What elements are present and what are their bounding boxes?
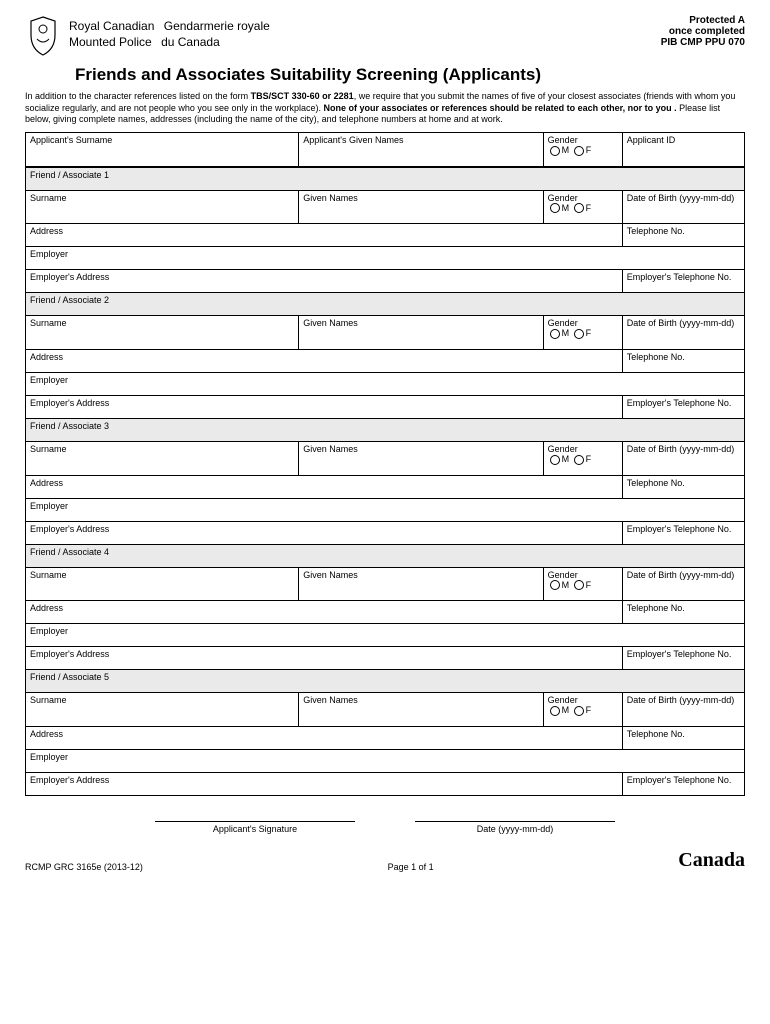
telephone-field-3[interactable]: Telephone No. — [622, 475, 744, 498]
gender-field-4[interactable]: GenderM F — [543, 567, 622, 601]
protected-label: Protected A — [661, 15, 745, 26]
footer: RCMP GRC 3165e (2013-12) Page 1 of 1 Can… — [25, 849, 745, 872]
applicant-surname-field[interactable]: Applicant's Surname — [26, 133, 299, 167]
signature-line[interactable] — [155, 821, 355, 822]
radio-m-icon[interactable] — [550, 329, 560, 339]
associates-table: Friend / Associate 1SurnameGiven NamesGe… — [25, 167, 745, 796]
gender-field-5[interactable]: GenderM F — [543, 693, 622, 727]
radio-f-icon[interactable] — [574, 455, 584, 465]
org-names: Royal Canadian Gendarmerie royale Mounte… — [69, 15, 270, 50]
gender-field-3[interactable]: GenderM F — [543, 441, 622, 475]
section-header-4: Friend / Associate 4 — [26, 544, 745, 567]
surname-field-4[interactable]: Surname — [26, 567, 299, 601]
instructions: In addition to the character references … — [25, 91, 745, 126]
once-completed-label: once completed — [661, 26, 745, 37]
emp-address-field-1[interactable]: Employer's Address — [26, 270, 623, 293]
section-header-1: Friend / Associate 1 — [26, 167, 745, 190]
date-block: Date (yyyy-mm-dd) — [415, 821, 615, 834]
section-header-5: Friend / Associate 5 — [26, 670, 745, 693]
address-field-5[interactable]: Address — [26, 726, 623, 749]
surname-field-3[interactable]: Surname — [26, 441, 299, 475]
emp-address-field-3[interactable]: Employer's Address — [26, 521, 623, 544]
given-field-4[interactable]: Given Names — [299, 567, 543, 601]
dob-field-5[interactable]: Date of Birth (yyyy-mm-dd) — [622, 693, 744, 727]
employer-field-2[interactable]: Employer — [26, 372, 745, 395]
radio-f-icon[interactable] — [574, 146, 584, 156]
org-fr-1: Gendarmerie royale — [164, 19, 270, 35]
radio-f-icon[interactable] — [574, 706, 584, 716]
address-field-3[interactable]: Address — [26, 475, 623, 498]
applicant-table: Applicant's Surname Applicant's Given Na… — [25, 132, 745, 167]
applicant-given-field[interactable]: Applicant's Given Names — [299, 133, 543, 167]
rcmp-crest-icon — [25, 15, 61, 57]
radio-m-icon[interactable] — [550, 580, 560, 590]
dob-field-3[interactable]: Date of Birth (yyyy-mm-dd) — [622, 441, 744, 475]
given-field-2[interactable]: Given Names — [299, 316, 543, 350]
telephone-field-4[interactable]: Telephone No. — [622, 601, 744, 624]
emp-address-field-2[interactable]: Employer's Address — [26, 395, 623, 418]
radio-m-icon[interactable] — [550, 203, 560, 213]
surname-field-2[interactable]: Surname — [26, 316, 299, 350]
radio-m-icon[interactable] — [550, 706, 560, 716]
given-field-3[interactable]: Given Names — [299, 441, 543, 475]
radio-m-icon[interactable] — [550, 455, 560, 465]
org-en-1: Royal Canadian — [69, 19, 154, 35]
dob-field-1[interactable]: Date of Birth (yyyy-mm-dd) — [622, 190, 744, 224]
radio-f-icon[interactable] — [574, 580, 584, 590]
dob-field-2[interactable]: Date of Birth (yyyy-mm-dd) — [622, 316, 744, 350]
radio-f-icon[interactable] — [574, 203, 584, 213]
telephone-field-5[interactable]: Telephone No. — [622, 726, 744, 749]
telephone-field-2[interactable]: Telephone No. — [622, 349, 744, 372]
applicant-gender-field[interactable]: Gender M F — [543, 133, 622, 167]
surname-field-5[interactable]: Surname — [26, 693, 299, 727]
instr-a: In addition to the character references … — [25, 91, 251, 101]
pib-label: PIB CMP PPU 070 — [661, 37, 745, 48]
header-right: Protected A once completed PIB CMP PPU 0… — [661, 15, 745, 48]
employer-field-5[interactable]: Employer — [26, 749, 745, 772]
given-field-5[interactable]: Given Names — [299, 693, 543, 727]
surname-field-1[interactable]: Surname — [26, 190, 299, 224]
emp-tel-field-3[interactable]: Employer's Telephone No. — [622, 521, 744, 544]
instr-d: None of your associates or references sh… — [324, 103, 677, 113]
instr-b: TBS/SCT 330-60 or 2281 — [251, 91, 354, 101]
org-en-2: Mounted Police — [69, 35, 152, 51]
employer-field-1[interactable]: Employer — [26, 247, 745, 270]
emp-tel-field-2[interactable]: Employer's Telephone No. — [622, 395, 744, 418]
header-left: Royal Canadian Gendarmerie royale Mounte… — [25, 15, 270, 57]
section-header-2: Friend / Associate 2 — [26, 293, 745, 316]
org-fr-2: du Canada — [161, 35, 220, 51]
radio-f-icon[interactable] — [574, 329, 584, 339]
address-field-4[interactable]: Address — [26, 601, 623, 624]
page-number: Page 1 of 1 — [388, 862, 434, 872]
emp-address-field-5[interactable]: Employer's Address — [26, 772, 623, 795]
date-line[interactable] — [415, 821, 615, 822]
emp-tel-field-4[interactable]: Employer's Telephone No. — [622, 647, 744, 670]
signature-block: Applicant's Signature — [155, 821, 355, 834]
section-header-3: Friend / Associate 3 — [26, 418, 745, 441]
dob-field-4[interactable]: Date of Birth (yyyy-mm-dd) — [622, 567, 744, 601]
radio-m-icon[interactable] — [550, 146, 560, 156]
employer-field-3[interactable]: Employer — [26, 498, 745, 521]
emp-address-field-4[interactable]: Employer's Address — [26, 647, 623, 670]
employer-field-4[interactable]: Employer — [26, 624, 745, 647]
gender-field-1[interactable]: GenderM F — [543, 190, 622, 224]
address-field-2[interactable]: Address — [26, 349, 623, 372]
gender-field-2[interactable]: GenderM F — [543, 316, 622, 350]
page-header: Royal Canadian Gendarmerie royale Mounte… — [25, 15, 745, 57]
emp-tel-field-1[interactable]: Employer's Telephone No. — [622, 270, 744, 293]
date-label: Date (yyyy-mm-dd) — [415, 824, 615, 834]
form-number: RCMP GRC 3165e (2013-12) — [25, 862, 143, 872]
signature-label: Applicant's Signature — [155, 824, 355, 834]
signature-area: Applicant's Signature Date (yyyy-mm-dd) — [25, 821, 745, 834]
given-field-1[interactable]: Given Names — [299, 190, 543, 224]
applicant-id-field[interactable]: Applicant ID — [622, 133, 744, 167]
canada-wordmark: Canada — [678, 849, 745, 872]
form-title: Friends and Associates Suitability Scree… — [75, 65, 745, 85]
telephone-field-1[interactable]: Telephone No. — [622, 224, 744, 247]
address-field-1[interactable]: Address — [26, 224, 623, 247]
emp-tel-field-5[interactable]: Employer's Telephone No. — [622, 772, 744, 795]
